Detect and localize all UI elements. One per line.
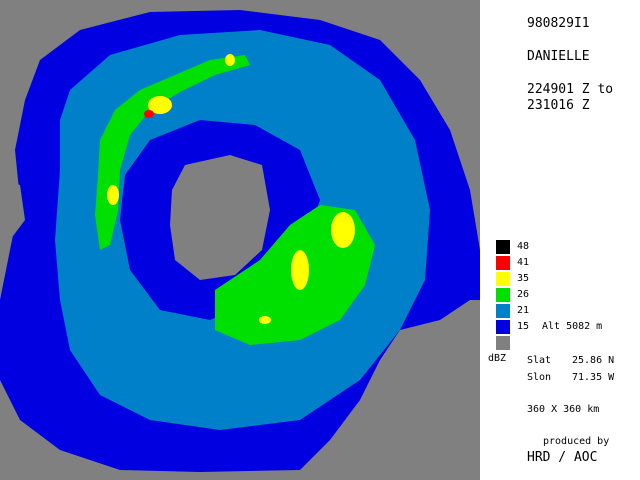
time-start: 224901 Z to xyxy=(527,82,614,97)
legend-swatch-48 xyxy=(496,240,510,254)
altitude: Alt 5082 m xyxy=(542,321,603,332)
credit-line1: produced by xyxy=(543,436,610,447)
legend-label-26: 26 xyxy=(517,289,530,300)
rainband-north-green xyxy=(95,55,250,250)
core-yellow-2 xyxy=(291,250,309,290)
legend-swatch-no-echo xyxy=(496,336,510,350)
slat-label: Slat xyxy=(527,355,552,366)
slon-label: Slon xyxy=(527,372,552,383)
legend-swatch-35 xyxy=(496,272,510,286)
legend-unit: dBZ xyxy=(488,353,507,364)
no-echo-patch-w xyxy=(0,180,25,240)
flight-id: 980829I1 xyxy=(527,16,590,31)
core-yellow-4 xyxy=(107,185,119,205)
slon-value: 71.35 W xyxy=(572,372,615,383)
radar-reflectivity-map xyxy=(0,0,480,480)
slat-value: 25.86 N xyxy=(572,355,615,366)
core-yellow-3 xyxy=(148,96,172,114)
core-yellow-5 xyxy=(225,54,235,66)
legend-label-41: 41 xyxy=(517,257,530,268)
legend-swatch-15 xyxy=(496,320,510,334)
storm-name: DANIELLE xyxy=(527,49,590,64)
credit-line2: HRD / AOC xyxy=(527,450,598,465)
time-end: 231016 Z xyxy=(527,98,590,113)
legend-swatch-41 xyxy=(496,256,510,270)
no-echo-patch-sw xyxy=(400,300,480,480)
legend-label-48: 48 xyxy=(517,241,530,252)
info-panel: 980829I1 DANIELLE 224901 Z to 231016 Z 4… xyxy=(480,0,640,480)
legend-label-21: 21 xyxy=(517,305,530,316)
eye-region xyxy=(170,155,270,280)
legend-swatch-21 xyxy=(496,304,510,318)
domain-size: 360 X 360 km xyxy=(527,404,600,415)
legend-label-35: 35 xyxy=(517,273,530,284)
core-yellow-1 xyxy=(331,212,355,248)
core-red xyxy=(144,110,154,118)
legend-swatch-26 xyxy=(496,288,510,302)
core-yellow-6 xyxy=(259,316,271,324)
legend-label-15: 15 xyxy=(517,321,530,332)
